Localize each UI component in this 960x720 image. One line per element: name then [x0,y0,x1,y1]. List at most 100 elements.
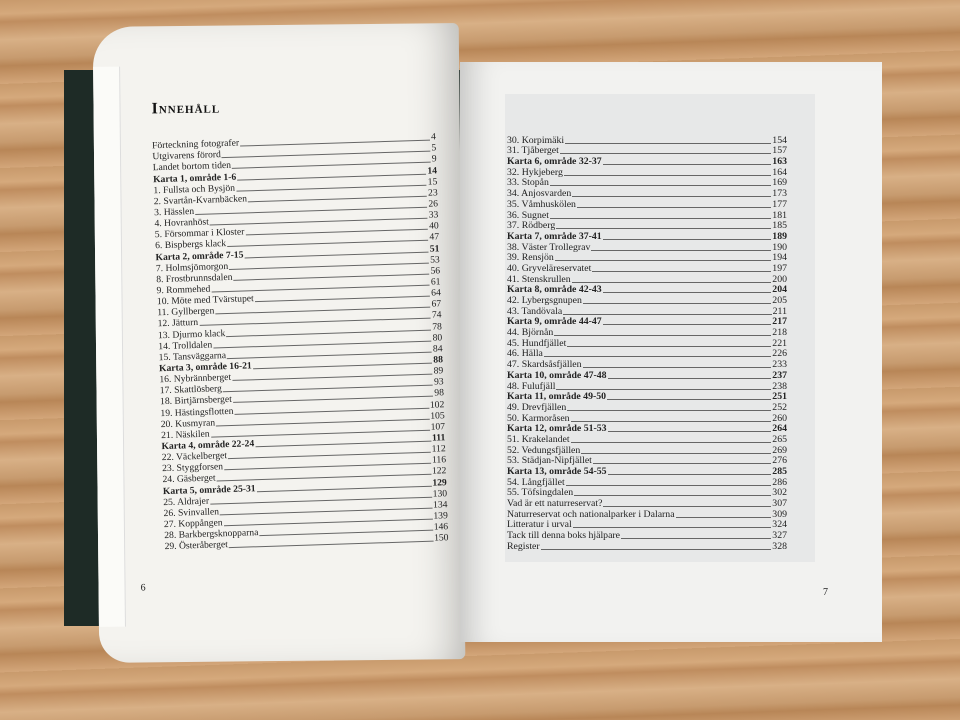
toc-entry: Karta 13, område 54-55 285 [507,466,787,477]
toc-entry-label: 40. Gryveläreservatet [507,262,592,274]
leader-line [567,409,772,411]
toc-entry: 36. Sugnet 181 [507,210,787,221]
toc-entry-label: 52. Vedungsfjällen [507,444,581,456]
toc-entry-label: Litteratur i urval [507,519,572,531]
toc-entry: 39. Rensjön 194 [507,252,787,264]
toc-entry-page: 328 [772,540,787,552]
toc-entry: 35. Våmhuskölen 177 [507,199,787,210]
toc-entry-label: 37. Rödberg [507,220,556,232]
toc-list-left: Förteckning fotografer 4 Utgivarens förord… [152,131,449,553]
toc-entry-page: 309 [772,508,787,520]
toc-entry-page: 218 [772,327,787,339]
page-number-left: 6 [140,582,146,594]
toc-entry: 50. Karmoråsen 260 [507,413,787,424]
toc-entry-page: 324 [772,519,787,531]
toc-entry: Karta 7, område 37-41 189 [507,231,787,242]
toc-entry-page: 23 [427,187,438,199]
leader-line [570,420,772,422]
leader-line [592,463,772,465]
toc-entry: 43. Tandövala 211 [507,306,787,317]
toc-entry-label: Naturreservat och nationalparker i Dalar… [507,508,675,520]
leader-line [603,506,772,508]
toc-entry: 40. Gryveläreservatet 197 [507,263,787,274]
toc-entry-page: 4 [430,131,437,143]
toc-entry-page: 47 [429,231,440,244]
toc-entry-page: 33 [428,209,439,221]
toc-entry-page: 157 [772,145,787,157]
leader-line [572,527,772,529]
toc-entry: 31. Tjåberget 157 [507,145,787,157]
toc-entry-page: 107 [430,421,446,433]
leader-line [563,174,772,176]
toc-entry-page: 89 [433,365,444,377]
toc-entry-page: 307 [772,498,787,510]
leader-line [549,217,772,219]
toc-entry-page: 5 [431,142,437,154]
toc-entry: 34. Anjosvarden 173 [507,188,787,199]
toc-entry-page: 233 [772,359,787,371]
toc-entry-label: 45. Hundfjället [507,337,567,349]
toc-entry: Karta 9, område 44-47 217 [507,316,787,328]
toc-entry-page: 80 [432,331,443,344]
toc-entry-page: 102 [429,398,445,411]
leader-line [602,164,772,166]
toc-entry-page: 238 [772,380,787,392]
page-edges [93,66,126,627]
toc-entry-page: 185 [772,220,787,232]
toc-entry-label: 53. Städjan-Nipfjället [507,455,592,467]
toc-entry-label: 46. Hälla [507,348,543,360]
page-title: Innehåll [151,99,221,118]
leader-line [563,313,772,315]
toc-entry-page: 122 [431,465,447,478]
toc-entry: Karta 10, område 47-48 237 [507,370,787,381]
toc-entry-label: 36. Sugnet [507,209,549,221]
toc-entry-page: 40 [428,220,439,232]
toc-entry-page: 51 [429,242,440,255]
leader-line [543,356,772,358]
toc-entry-page: 269 [772,444,787,456]
toc-entry-page: 237 [772,369,787,381]
toc-entry: 49. Drevfjällen 252 [507,402,787,413]
toc-entry: 55. Töfsingdalen 302 [507,487,787,498]
toc-entry-page: 265 [772,433,787,445]
toc-entry-label: Karta 10, område 47-48 [507,369,607,381]
leader-line [228,540,434,549]
toc-entry-label: 43. Tandövala [507,305,563,317]
toc-entry-page: 88 [433,354,444,366]
toc-entry: Karta 12, område 51-53 264 [507,423,787,435]
toc-entry-page: 61 [430,276,441,288]
toc-entry: Tack till denna boks hjälpare 327 [507,530,787,541]
toc-entry-page: 116 [431,454,447,466]
leader-line [607,474,772,475]
leader-line [621,538,772,540]
leader-line [565,484,772,486]
toc-entry-label: 48. Fulufjäll [507,380,556,392]
toc-entry-label: 42. Lybergsgnupen [507,295,582,306]
toc-entry-page: 130 [432,487,448,500]
toc-entry: Karta 8, område 42-43 204 [507,284,787,295]
toc-entry-page: 93 [433,376,444,388]
toc-entry: 47. Skardsåsfjällen 233 [507,359,787,370]
leader-line [565,142,772,144]
toc-entry: 30. Korpimäki 154 [507,135,787,146]
toc-entry-page: 181 [772,209,787,221]
toc-entry-page: 98 [434,387,445,399]
toc-entry-page: 14 [427,164,438,177]
toc-entry-label: Vad är ett naturreservat? [507,498,603,510]
toc-entry-page: 189 [772,230,787,242]
toc-entry: 37. Rödberg 185 [507,220,787,232]
toc-entry-label: 31. Tjåberget [507,145,559,157]
toc-entry-page: 190 [772,241,787,253]
toc-entry-label: Karta 11, område 49-50 [507,391,607,403]
toc-entry-page: 264 [772,423,787,435]
toc-entry-page: 217 [772,316,787,328]
leader-line [592,270,772,272]
toc-entry-page: 146 [433,521,449,533]
toc-entry-page: 74 [431,309,442,321]
toc-entry-page: 169 [772,177,787,189]
toc-entry: 42. Lybergsgnupen 205 [507,295,787,306]
leader-line [602,292,772,294]
toc-entry: 45. Hundfjället 221 [507,338,787,349]
toc-entry-page: 194 [772,252,787,264]
toc-entry-page: 105 [430,409,445,422]
